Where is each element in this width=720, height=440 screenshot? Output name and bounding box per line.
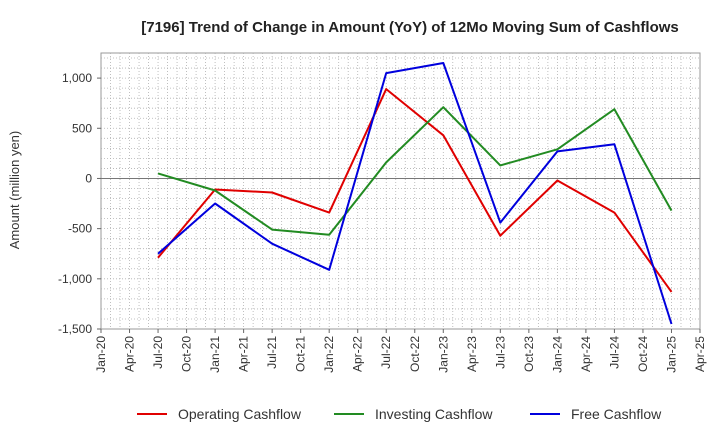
legend-label: Investing Cashflow	[375, 406, 493, 422]
legend-label: Operating Cashflow	[178, 406, 302, 422]
x-tick-label: Jan-22	[322, 336, 336, 373]
x-tick-label: Oct-21	[294, 336, 308, 372]
y-tick-label: -500	[68, 222, 92, 236]
y-axis-label: Amount (million yen)	[7, 131, 22, 250]
y-tick-label: -1,500	[58, 322, 92, 336]
chart-title: [7196] Trend of Change in Amount (YoY) o…	[141, 19, 679, 36]
x-tick-label: Jul-21	[265, 336, 279, 369]
x-tick-label: Jan-25	[664, 336, 678, 373]
x-tick-label: Oct-24	[636, 336, 650, 372]
x-tick-label: Apr-20	[123, 336, 137, 372]
y-tick-label: 1,000	[62, 71, 92, 85]
x-tick-label: Jan-20	[94, 336, 108, 373]
x-tick-label: Jul-22	[379, 336, 393, 369]
x-tick-label: Jul-24	[607, 336, 621, 369]
legend-label: Free Cashflow	[571, 406, 662, 422]
y-tick-label: 500	[72, 121, 92, 135]
y-tick-label: 0	[85, 171, 92, 185]
series-line-investing-cashflow	[157, 106, 673, 236]
y-tick-label: -1,000	[58, 272, 92, 286]
series-line-free-cashflow	[157, 62, 673, 325]
x-tick-label: Oct-23	[522, 336, 536, 372]
legend: Operating Cashflow Investing Cashflow Free…	[137, 406, 662, 422]
x-tick-label: Apr-23	[465, 336, 479, 372]
x-tick-label: Oct-22	[408, 336, 422, 372]
x-tick-label: Oct-20	[180, 336, 194, 372]
x-tick-label: Jan-23	[436, 336, 450, 373]
x-tick-label: Jul-23	[493, 336, 507, 369]
x-tick-label: Jul-20	[151, 336, 165, 369]
series-line-operating-cashflow	[157, 88, 673, 293]
x-tick-label: Apr-25	[693, 336, 707, 372]
x-tick-label: Apr-21	[237, 336, 251, 372]
plot-frame	[100, 52, 701, 330]
x-tick-label: Jan-21	[208, 336, 222, 373]
x-tick-label: Jan-24	[550, 336, 564, 373]
x-tick-label: Apr-24	[579, 336, 593, 372]
x-tick-label: Apr-22	[351, 336, 365, 372]
